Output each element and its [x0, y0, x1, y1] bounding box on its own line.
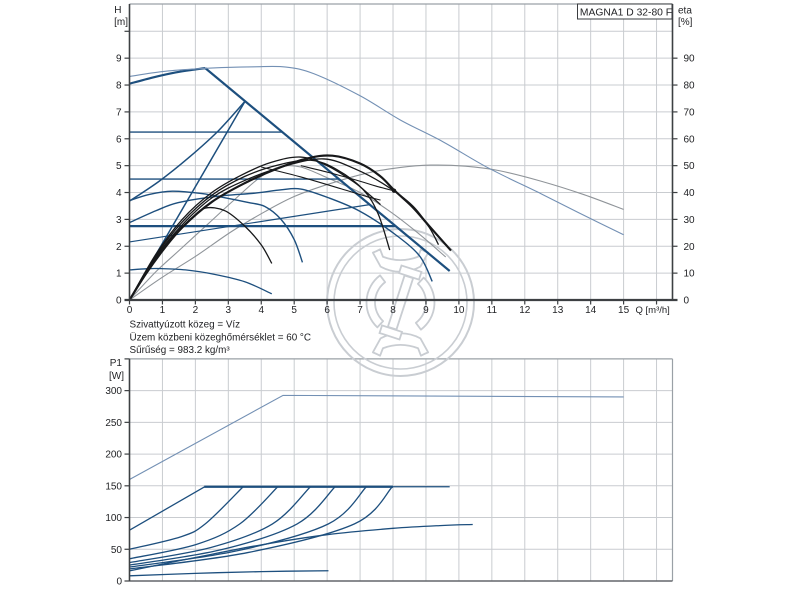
svg-text:60: 60 — [684, 134, 696, 145]
svg-text:4: 4 — [258, 305, 264, 316]
svg-text:Üzem közbeni közeghőmérséklet: Üzem közbeni közeghőmérséklet = 60 °C — [130, 332, 312, 343]
svg-text:[%]: [%] — [678, 17, 693, 28]
svg-text:10: 10 — [453, 305, 465, 316]
svg-text:3: 3 — [116, 215, 122, 226]
svg-text:13: 13 — [552, 305, 564, 316]
svg-text:Sűrűség = 983.2 kg/m³: Sűrűség = 983.2 kg/m³ — [130, 345, 231, 356]
svg-text:7: 7 — [116, 107, 122, 118]
svg-text:0: 0 — [684, 296, 690, 307]
svg-text:150: 150 — [105, 481, 122, 492]
svg-text:20: 20 — [684, 242, 696, 253]
svg-text:5: 5 — [116, 161, 122, 172]
svg-text:6: 6 — [116, 134, 122, 145]
svg-text:250: 250 — [105, 418, 122, 429]
svg-text:7: 7 — [357, 305, 363, 316]
svg-text:Q [m³/h]: Q [m³/h] — [636, 305, 670, 316]
svg-text:8: 8 — [390, 305, 396, 316]
svg-text:8: 8 — [116, 81, 122, 92]
svg-text:eta: eta — [678, 6, 692, 17]
svg-text:2: 2 — [116, 242, 122, 253]
svg-text:50: 50 — [111, 545, 123, 556]
svg-text:90: 90 — [684, 54, 696, 65]
svg-text:4: 4 — [116, 188, 122, 199]
svg-text:3: 3 — [226, 305, 232, 316]
svg-text:9: 9 — [116, 54, 122, 65]
svg-text:1: 1 — [116, 269, 122, 280]
svg-text:200: 200 — [105, 450, 122, 461]
svg-text:0: 0 — [127, 305, 133, 316]
svg-text:14: 14 — [585, 305, 597, 316]
svg-text:MAGNA1 D 32-80 F: MAGNA1 D 32-80 F — [580, 8, 672, 19]
svg-text:50: 50 — [684, 161, 696, 172]
svg-text:10: 10 — [684, 269, 696, 280]
svg-text:[W]: [W] — [109, 371, 124, 382]
svg-text:Szivattyúzott közeg = Víz: Szivattyúzott közeg = Víz — [130, 320, 241, 331]
svg-text:15: 15 — [618, 305, 630, 316]
svg-text:P1: P1 — [110, 358, 123, 369]
svg-text:80: 80 — [684, 81, 696, 92]
svg-text:0: 0 — [116, 296, 122, 307]
svg-text:30: 30 — [684, 215, 696, 226]
svg-text:H: H — [114, 5, 121, 16]
svg-text:5: 5 — [291, 305, 297, 316]
svg-text:2: 2 — [193, 305, 199, 316]
svg-text:0: 0 — [116, 577, 122, 588]
svg-text:11: 11 — [487, 305, 498, 316]
svg-text:40: 40 — [684, 188, 696, 199]
svg-text:100: 100 — [105, 513, 122, 524]
svg-text:12: 12 — [519, 305, 531, 316]
svg-text:1: 1 — [160, 305, 166, 316]
svg-text:6: 6 — [324, 305, 330, 316]
svg-text:9: 9 — [423, 305, 429, 316]
svg-text:[m]: [m] — [114, 17, 128, 28]
svg-text:70: 70 — [684, 107, 696, 118]
svg-text:300: 300 — [105, 386, 122, 397]
